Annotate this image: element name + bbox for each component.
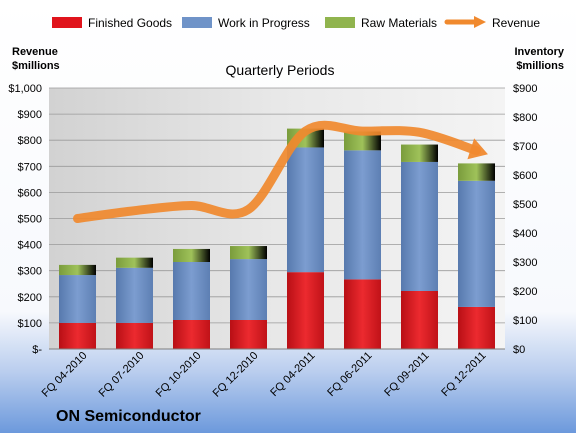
- right-tick-label: $0: [513, 344, 525, 356]
- left-axis-ticks: $- $100 $200 $300 $400 $500 $600 $700 $800 $900 $1…: [8, 83, 42, 356]
- bar-work-in-progress: [458, 180, 495, 307]
- right-tick-label: $400: [513, 228, 537, 240]
- legend-label-finished-goods: Finished Goods: [88, 16, 172, 30]
- bar-work-in-progress: [59, 275, 96, 323]
- right-tick-label: $800: [513, 112, 537, 124]
- legend-swatch-raw-materials: [325, 17, 355, 28]
- stacked-bars: [59, 128, 495, 349]
- left-tick-label: $700: [18, 161, 42, 173]
- right-tick-label: $500: [513, 199, 537, 211]
- bar-raw-materials: [59, 264, 96, 276]
- left-tick-label: $-: [32, 344, 42, 356]
- legend-arrow-icon: [474, 16, 486, 28]
- legend-label-work-in-progress: Work in Progress: [218, 16, 310, 30]
- bar-work-in-progress: [173, 262, 210, 320]
- company-name: ON Semiconductor: [56, 408, 201, 425]
- legend-swatch-work-in-progress: [182, 17, 212, 28]
- left-axis-label-line1: Revenue: [12, 46, 58, 58]
- bar-finished-goods: [458, 306, 495, 349]
- legend-swatch-finished-goods: [52, 17, 82, 28]
- left-tick-label: $300: [18, 266, 42, 278]
- legend: Finished Goods Work in Progress Raw Mate…: [52, 16, 540, 30]
- legend-label-revenue: Revenue: [492, 16, 540, 30]
- bar-raw-materials: [230, 246, 267, 260]
- revenue-line-path: [73, 120, 481, 223]
- right-tick-label: $300: [513, 257, 537, 269]
- bar-finished-goods: [59, 322, 96, 349]
- bar-raw-materials: [401, 144, 438, 162]
- left-tick-label: $600: [18, 187, 42, 199]
- right-tick-label: $700: [513, 141, 537, 153]
- legend-label-raw-materials: Raw Materials: [361, 16, 437, 30]
- left-tick-label: $900: [18, 109, 42, 121]
- right-tick-label: $600: [513, 170, 537, 182]
- chart-title: Quarterly Periods: [226, 62, 335, 78]
- bar-work-in-progress: [287, 147, 324, 273]
- right-tick-label: $100: [513, 315, 537, 327]
- bar-work-in-progress: [344, 150, 381, 280]
- right-tick-label: $200: [513, 286, 537, 298]
- left-tick-label: $400: [18, 240, 42, 252]
- revenue-arrow-head: [467, 138, 488, 160]
- bar-finished-goods: [344, 279, 381, 349]
- right-tick-label: $900: [513, 83, 537, 95]
- bar-finished-goods: [401, 291, 438, 349]
- right-axis-label-line2: $millions: [516, 60, 564, 72]
- bar-finished-goods: [173, 320, 210, 349]
- left-axis-label-line2: $millions: [12, 60, 60, 72]
- left-tick-label: $500: [18, 214, 42, 226]
- bar-work-in-progress: [116, 267, 153, 323]
- revenue-line: [73, 120, 488, 223]
- bar-finished-goods: [287, 272, 324, 349]
- bar-raw-materials: [116, 257, 153, 268]
- left-tick-label: $100: [18, 318, 42, 330]
- bar-raw-materials: [344, 131, 381, 151]
- bar-work-in-progress: [401, 161, 438, 291]
- bar-finished-goods: [230, 320, 267, 349]
- right-axis-ticks: $0 $100 $200 $300 $400 $500 $600 $700 $800 $900: [513, 83, 537, 356]
- bar-raw-materials: [458, 163, 495, 181]
- left-tick-label: $800: [18, 135, 42, 147]
- bar-raw-materials: [173, 248, 210, 262]
- left-tick-label: $1,000: [8, 83, 42, 95]
- right-axis-label-line1: Inventory: [514, 46, 564, 58]
- left-tick-label: $200: [18, 292, 42, 304]
- bar-work-in-progress: [230, 259, 267, 320]
- bar-finished-goods: [116, 322, 153, 349]
